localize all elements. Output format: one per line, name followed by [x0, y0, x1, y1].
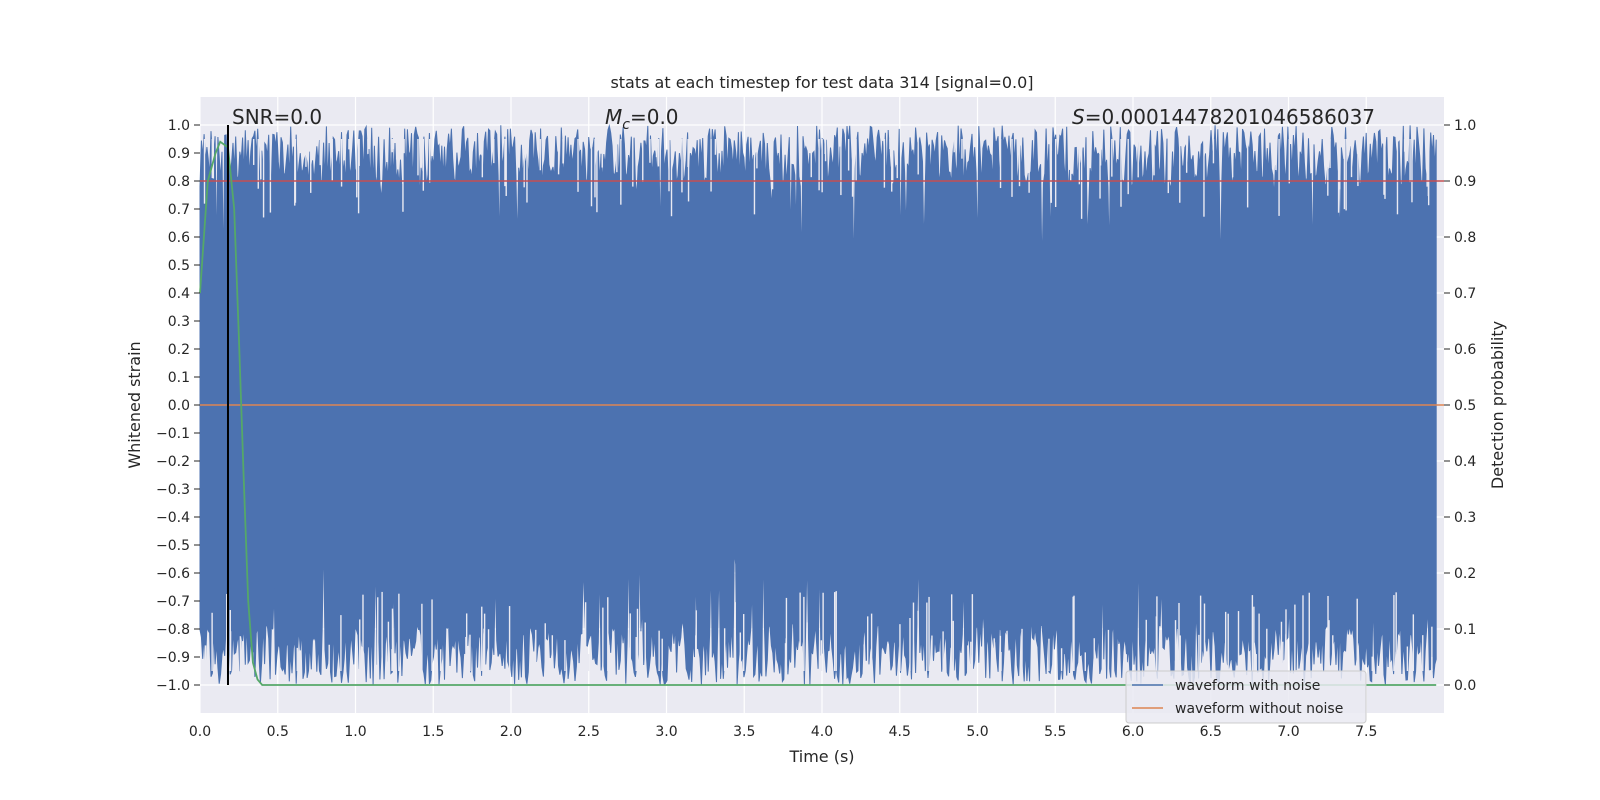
- overlay-series: [199, 125, 1444, 686]
- y-tick-label: −0.8: [156, 622, 190, 638]
- y-tick-label: 0.7: [168, 202, 190, 218]
- x-tick-label: 6.0: [1122, 724, 1144, 740]
- y2-tick-label: 0.3: [1454, 510, 1476, 526]
- chart-title: stats at each timestep for test data 314…: [610, 73, 1033, 92]
- x-tick-label: 2.0: [500, 724, 522, 740]
- x-tick-label: 1.0: [344, 724, 366, 740]
- y-tick-label: −0.7: [156, 594, 190, 610]
- y-tick-label: 0.2: [168, 342, 190, 358]
- x-tick-label: 3.5: [733, 724, 755, 740]
- y-tick-label: −0.1: [156, 426, 190, 442]
- y-tick-label: −0.3: [156, 482, 190, 498]
- x-tick-label: 4.0: [811, 724, 833, 740]
- y-tick-label: 0.5: [168, 258, 190, 274]
- y2-tick-label: 0.7: [1454, 286, 1476, 302]
- x-tick-label: 0.0: [189, 724, 211, 740]
- snr-annotation: SNR=0.0: [232, 105, 322, 129]
- detection-probability-line: [199, 140, 1437, 686]
- y-tick-label: 0.6: [168, 230, 190, 246]
- y2-tick-label: 0.6: [1454, 342, 1476, 358]
- y-tick-label: 0.8: [168, 174, 190, 190]
- x-tick-label: 2.5: [578, 724, 600, 740]
- y2-tick-label: 0.4: [1454, 454, 1476, 470]
- y-tick-label: 0.3: [168, 314, 190, 330]
- y-tick-label: 0.0: [168, 398, 190, 414]
- x-tick-label: 6.5: [1200, 724, 1222, 740]
- y-tick-label: −0.9: [156, 650, 190, 666]
- y2-tick-label: 0.1: [1454, 622, 1476, 638]
- y2-axis-label: Detection probability: [1488, 321, 1507, 489]
- x-tick-label: 0.5: [267, 724, 289, 740]
- y-tick-label: 1.0: [168, 118, 190, 134]
- y-tick-label: −0.6: [156, 566, 190, 582]
- x-tick-label: 5.5: [1044, 724, 1066, 740]
- y-tick-label: −0.5: [156, 538, 190, 554]
- legend-label-noise: waveform with noise: [1175, 678, 1320, 694]
- y2-tick-label: 0.0: [1454, 678, 1476, 694]
- x-tick-label: 7.5: [1355, 724, 1377, 740]
- x-tick-label: 5.0: [966, 724, 988, 740]
- legend: waveform with noise waveform without noi…: [1125, 670, 1367, 724]
- y-axis-label: Whitened strain: [125, 341, 144, 468]
- y-tick-label: 0.9: [168, 146, 190, 162]
- x-tick-label: 1.5: [422, 724, 444, 740]
- y2-tick-label: 1.0: [1454, 118, 1476, 134]
- y-tick-label: −0.4: [156, 510, 190, 526]
- y2-tick-label: 0.8: [1454, 230, 1476, 246]
- y2-tick-label: 0.9: [1454, 174, 1476, 190]
- y-tick-label: −0.2: [156, 454, 190, 470]
- mc-annotation: Mc=0.0: [605, 105, 679, 133]
- s-annotation: S=0.00014478201046586037: [1072, 105, 1375, 129]
- y-tick-label: −1.0: [156, 678, 190, 694]
- x-tick-label: 7.0: [1277, 724, 1299, 740]
- x-tick-label: 4.5: [889, 724, 911, 740]
- y-tick-label: 0.4: [168, 286, 190, 302]
- x-axis-ticks: 0.0 0.5 1.0 1.5 2.0 2.5 3.0 3.5 4.0 4.5 5.0 5.5 6.0 6…: [189, 724, 1378, 740]
- y2-axis-ticks: 1.0 0.9 0.8 0.7 0.6 0.5 0.4 0.3 0.2 0.1 0.0: [1444, 118, 1476, 694]
- y2-tick-label: 0.2: [1454, 566, 1476, 582]
- x-tick-label: 3.0: [655, 724, 677, 740]
- legend-box: [1125, 670, 1367, 724]
- legend-label-clean: waveform without noise: [1175, 701, 1343, 717]
- x-axis-label: Time (s): [788, 747, 854, 766]
- y2-tick-label: 0.5: [1454, 398, 1476, 414]
- y-tick-label: 0.1: [168, 370, 190, 386]
- y-axis-ticks: 1.0 0.9 0.8 0.7 0.6 0.5 0.4 0.3 0.2 0.1 0.0 −0.1 −0.…: [156, 118, 200, 694]
